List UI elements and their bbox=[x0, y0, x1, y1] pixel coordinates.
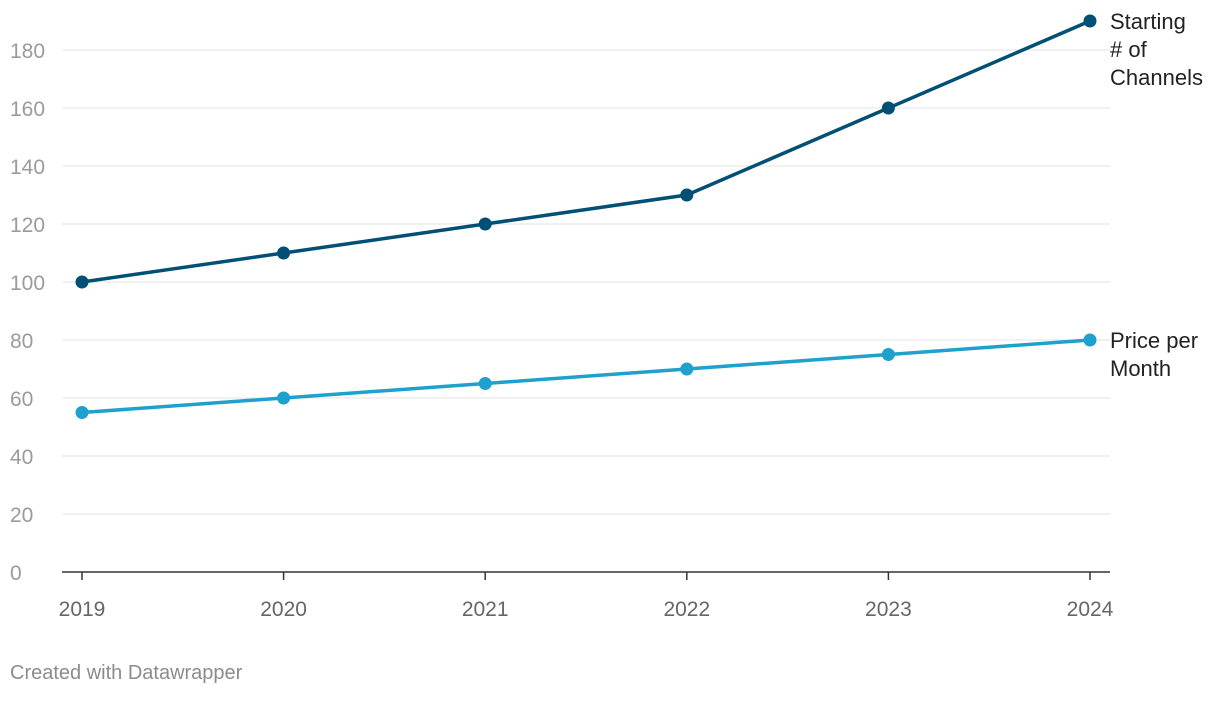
y-tick-label: 40 bbox=[10, 446, 33, 469]
data-point bbox=[881, 101, 895, 115]
x-tick-label: 2024 bbox=[1067, 598, 1114, 621]
data-point bbox=[1083, 333, 1097, 347]
y-tick-label: 60 bbox=[10, 388, 33, 411]
data-point bbox=[881, 348, 895, 361]
data-point bbox=[75, 275, 89, 289]
y-tick-label: 180 bbox=[10, 40, 45, 63]
x-tick-label: 2020 bbox=[260, 598, 307, 621]
y-tick-label: 140 bbox=[10, 156, 45, 179]
data-point bbox=[680, 362, 694, 376]
data-point bbox=[277, 391, 291, 405]
data-point bbox=[478, 217, 492, 231]
series-line-1 bbox=[80, 338, 1092, 415]
series-label-1: Price per Month bbox=[1110, 328, 1198, 381]
data-point bbox=[1083, 14, 1097, 28]
x-tick-label: 2019 bbox=[59, 598, 106, 621]
series-line-0 bbox=[80, 19, 1092, 284]
x-tick-label: 2021 bbox=[462, 598, 509, 621]
y-tick-label: 120 bbox=[10, 214, 45, 237]
footer-credit: Created with Datawrapper bbox=[10, 662, 243, 684]
y-tick-label: 100 bbox=[10, 272, 45, 295]
y-tick-label: 0 bbox=[10, 562, 22, 585]
y-tick-label: 160 bbox=[10, 98, 45, 121]
data-point bbox=[277, 246, 291, 260]
y-tick-label: 20 bbox=[10, 504, 33, 527]
data-point bbox=[75, 406, 89, 419]
series-labels: Starting # of Channels Price per Month bbox=[1110, 9, 1203, 381]
data-point bbox=[478, 377, 492, 390]
series-label-0: Starting # of Channels bbox=[1110, 9, 1203, 90]
x-tick-label: 2023 bbox=[865, 598, 912, 621]
y-tick-label: 80 bbox=[10, 330, 33, 353]
y-axis-ticks: 0 20 40 60 80 100 120 140 160 180 bbox=[10, 40, 45, 585]
gridlines bbox=[62, 49, 1110, 515]
x-tick-label: 2022 bbox=[663, 598, 710, 621]
data-point bbox=[680, 188, 694, 202]
series-lines bbox=[75, 14, 1097, 419]
x-axis: 2019 2020 2021 2022 2023 2024 bbox=[59, 571, 1114, 621]
